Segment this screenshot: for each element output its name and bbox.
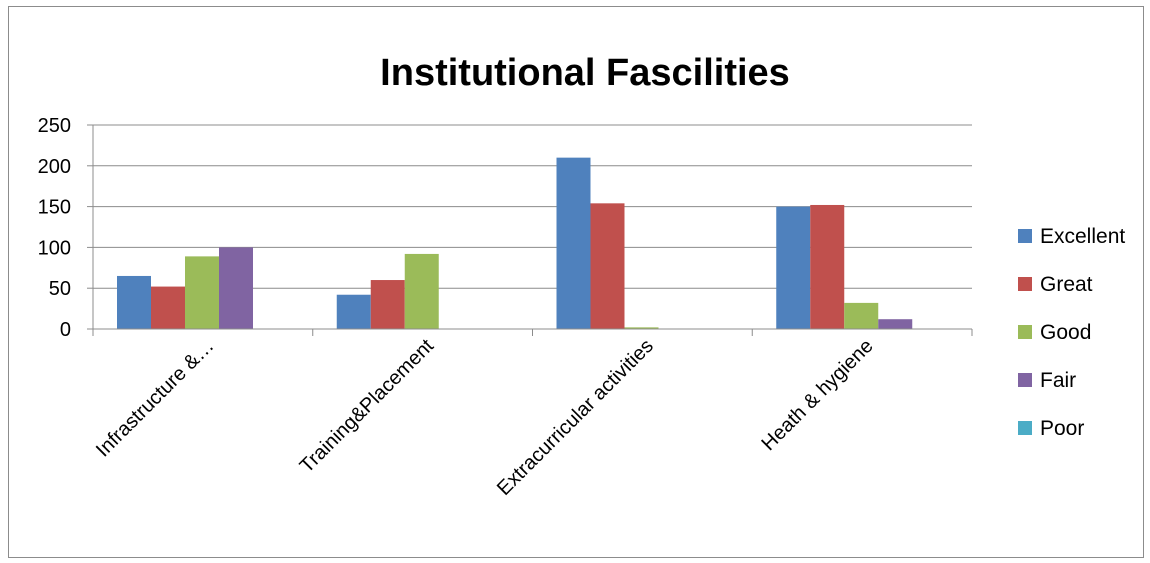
bar-good-0: [185, 256, 219, 329]
bar-excellent-1: [336, 294, 371, 329]
legend: Excellent Great Good Fair Poor: [1018, 225, 1125, 440]
bar-good-2: [624, 327, 659, 329]
bar-great-1: [370, 280, 405, 329]
bar-good-1: [404, 253, 439, 329]
bar-good-3: [844, 302, 879, 329]
legend-label-fair: Fair: [1040, 369, 1076, 392]
x-category-label: Extracurricular activities: [493, 335, 658, 500]
bar-great-2: [590, 203, 625, 329]
chart-title: Institutional Fascilities: [380, 52, 790, 94]
y-tick-label: 50: [49, 278, 71, 300]
y-tick-label: 250: [38, 115, 71, 137]
legend-label-poor: Poor: [1040, 417, 1084, 440]
y-tick-label: 200: [38, 156, 71, 178]
x-category-label: Heath & hygiene: [758, 335, 878, 455]
legend-label-excellent: Excellent: [1040, 225, 1125, 248]
legend-swatch-excellent: [1018, 229, 1032, 243]
bars: [117, 157, 913, 329]
axes: [92, 125, 973, 336]
y-tick-label: 100: [38, 237, 71, 259]
bar-excellent-3: [776, 206, 811, 329]
x-category-label: Infrastructure &…: [92, 335, 218, 461]
y-tick-label: 150: [38, 197, 71, 219]
legend-label-good: Good: [1040, 321, 1091, 344]
y-axis-ticks: 0 50 100 150 200 250: [38, 115, 93, 341]
x-axis-categories: Infrastructure &… Training&Placement Extra…: [92, 335, 878, 500]
bar-fair-0: [219, 247, 253, 329]
legend-swatch-great: [1018, 277, 1032, 291]
legend-swatch-fair: [1018, 373, 1032, 387]
bar-excellent-0: [117, 275, 151, 329]
bar-excellent-2: [556, 157, 591, 329]
x-category-label: Training&Placement: [296, 335, 439, 478]
y-tick-label: 0: [60, 319, 71, 341]
legend-label-great: Great: [1040, 273, 1093, 296]
legend-swatch-poor: [1018, 421, 1032, 435]
bar-great-0: [151, 286, 185, 329]
bar-great-3: [810, 204, 845, 329]
legend-swatch-good: [1018, 325, 1032, 339]
bar-fair-3: [878, 319, 913, 329]
